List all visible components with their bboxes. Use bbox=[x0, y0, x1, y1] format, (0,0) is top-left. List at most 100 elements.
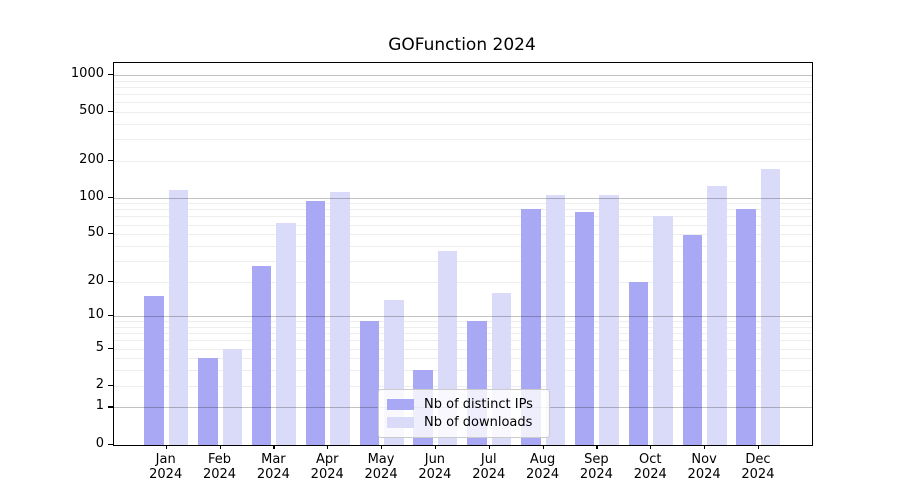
bar-distinct-ips bbox=[736, 209, 756, 445]
legend-item-downloads: Nb of downloads bbox=[387, 414, 541, 432]
legend-swatch-downloads bbox=[387, 416, 414, 428]
legend-label-downloads: Nb of downloads bbox=[424, 414, 533, 430]
minor-gridline bbox=[114, 86, 812, 88]
minor-gridline bbox=[114, 203, 812, 205]
legend: Nb of distinct IPs Nb of downloads bbox=[378, 389, 550, 438]
minor-gridline bbox=[114, 234, 812, 236]
bar-distinct-ips bbox=[198, 358, 218, 445]
legend-label-distinct-ips: Nb of distinct IPs bbox=[424, 397, 533, 413]
chart-title: GOFunction 2024 bbox=[388, 35, 536, 55]
bar-distinct-ips bbox=[521, 209, 541, 445]
x-tick bbox=[219, 444, 221, 449]
minor-gridline bbox=[114, 102, 812, 104]
x-tick bbox=[704, 444, 706, 449]
minor-gridline bbox=[114, 321, 812, 323]
y-tick bbox=[108, 384, 113, 386]
x-tick-label: Mar 2024 bbox=[256, 451, 290, 483]
x-tick-label: May 2024 bbox=[364, 451, 398, 483]
bar-downloads bbox=[545, 195, 566, 445]
bar-distinct-ips bbox=[144, 296, 164, 445]
x-tick-label: Feb 2024 bbox=[202, 451, 237, 483]
x-tick-label: Dec 2024 bbox=[741, 451, 775, 483]
y-tick-label: 20 bbox=[87, 272, 104, 288]
minor-gridline bbox=[114, 139, 812, 141]
minor-gridline bbox=[114, 348, 812, 350]
bar-downloads bbox=[707, 185, 727, 445]
bar-downloads bbox=[760, 169, 781, 445]
x-tick-label: Aug 2024 bbox=[526, 451, 560, 483]
bar-downloads bbox=[168, 190, 189, 445]
x-tick bbox=[488, 444, 490, 449]
minor-gridline bbox=[114, 123, 812, 125]
x-tick bbox=[542, 444, 544, 449]
minor-gridline bbox=[114, 370, 812, 372]
major-gridline bbox=[114, 197, 812, 199]
y-tick-label: 0 bbox=[95, 435, 104, 451]
y-tick bbox=[108, 406, 113, 408]
minor-gridline bbox=[114, 224, 812, 226]
minor-gridline bbox=[114, 281, 812, 283]
y-tick bbox=[108, 347, 113, 349]
major-gridline bbox=[114, 316, 812, 318]
bar-distinct-ips bbox=[251, 266, 272, 445]
legend-item-distinct-ips: Nb of distinct IPs bbox=[387, 396, 541, 414]
minor-gridline bbox=[114, 385, 812, 387]
y-tick-label: 500 bbox=[79, 102, 104, 118]
minor-gridline bbox=[114, 333, 812, 335]
bar-downloads bbox=[653, 216, 673, 445]
x-tick bbox=[650, 444, 652, 449]
y-tick bbox=[108, 233, 113, 235]
y-tick-label: 100 bbox=[79, 188, 104, 204]
x-tick-label: Jan 2024 bbox=[149, 451, 183, 483]
minor-gridline bbox=[114, 93, 812, 95]
y-tick-label: 50 bbox=[87, 225, 104, 241]
bar-distinct-ips bbox=[628, 281, 649, 445]
y-tick bbox=[108, 73, 113, 76]
minor-gridline bbox=[114, 80, 812, 82]
minor-gridline bbox=[114, 245, 812, 247]
x-tick-label: Oct 2024 bbox=[633, 451, 667, 483]
x-tick bbox=[327, 444, 329, 449]
minor-gridline bbox=[114, 111, 812, 113]
legend-swatch-distinct-ips bbox=[387, 399, 414, 411]
minor-gridline bbox=[114, 209, 812, 211]
minor-gridline bbox=[114, 326, 812, 328]
y-tick bbox=[108, 159, 113, 161]
bar-downloads bbox=[599, 195, 619, 445]
x-tick bbox=[273, 444, 275, 449]
y-tick bbox=[108, 315, 113, 317]
plot-area: Nb of distinct IPs Nb of downloads bbox=[113, 62, 813, 446]
x-tick bbox=[381, 444, 383, 449]
x-tick-label: Apr 2024 bbox=[310, 451, 344, 483]
bar-distinct-ips bbox=[359, 321, 380, 445]
bar-downloads bbox=[222, 348, 243, 445]
y-tick bbox=[108, 443, 113, 445]
y-tick-label: 200 bbox=[79, 151, 104, 167]
bar-distinct-ips bbox=[682, 235, 703, 445]
major-gridline bbox=[114, 74, 812, 76]
y-tick bbox=[108, 110, 113, 113]
bar-distinct-ips bbox=[574, 212, 595, 445]
y-tick-label: 1 bbox=[95, 398, 104, 414]
x-tick-label: Nov 2024 bbox=[687, 451, 721, 483]
x-tick bbox=[434, 444, 437, 449]
y-tick-label: 10 bbox=[87, 307, 104, 323]
y-tick bbox=[108, 196, 113, 198]
minor-gridline bbox=[114, 216, 812, 218]
minor-gridline bbox=[114, 340, 812, 342]
bar-distinct-ips bbox=[305, 200, 326, 445]
minor-gridline bbox=[114, 260, 812, 262]
x-tick bbox=[165, 444, 167, 449]
x-tick bbox=[596, 444, 598, 449]
y-tick-label: 2 bbox=[95, 376, 104, 392]
bar-downloads bbox=[330, 191, 350, 445]
y-tick bbox=[108, 280, 113, 282]
x-tick bbox=[757, 444, 760, 449]
x-tick-label: Jul 2024 bbox=[472, 451, 506, 483]
minor-gridline bbox=[114, 160, 812, 162]
x-tick-label: Jun 2024 bbox=[418, 451, 452, 483]
y-tick-label: 5 bbox=[95, 339, 104, 355]
y-tick-label: 1000 bbox=[70, 65, 104, 81]
minor-gridline bbox=[114, 358, 812, 360]
